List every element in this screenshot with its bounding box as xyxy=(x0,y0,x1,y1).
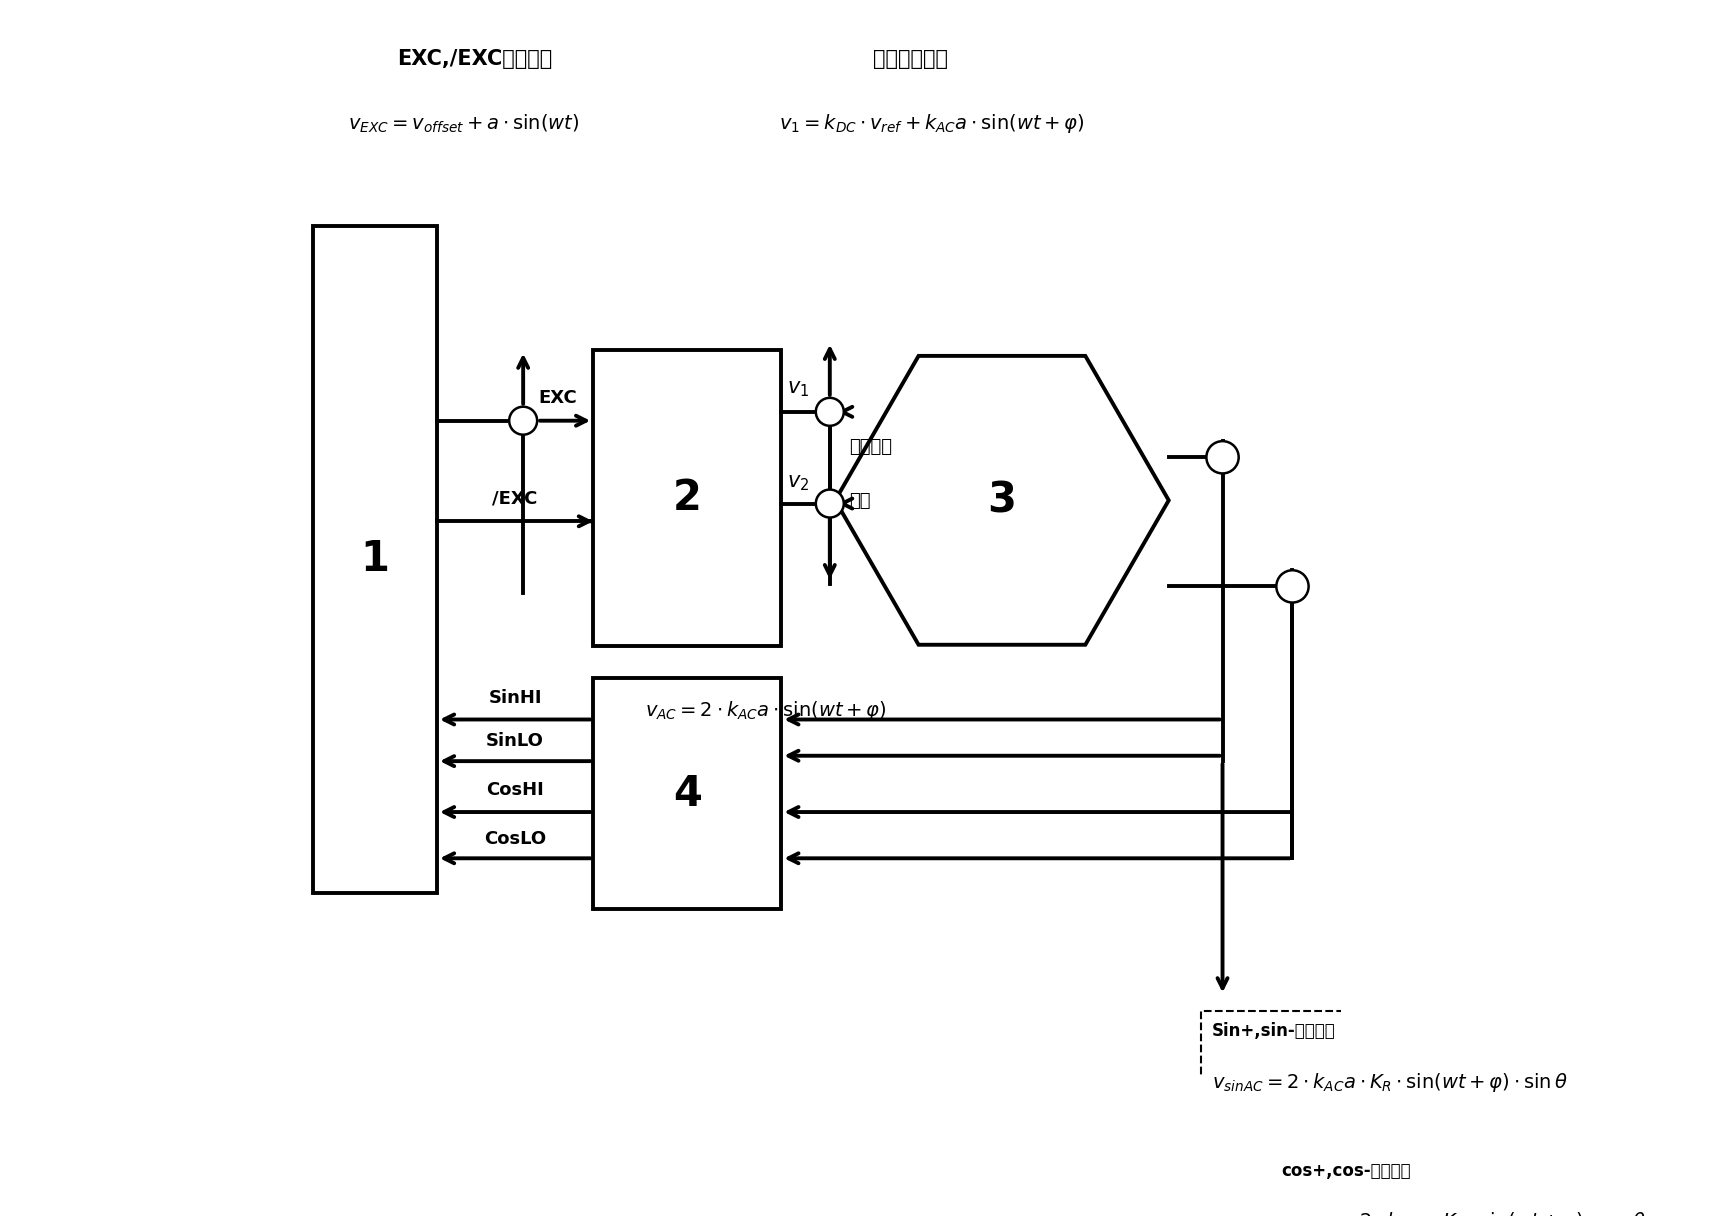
Text: $v_1=k_{DC}\cdot v_{ref}+k_{AC}a\cdot\sin(wt+\varphi)$: $v_1=k_{DC}\cdot v_{ref}+k_{AC}a\cdot\si… xyxy=(779,112,1085,135)
Text: 2: 2 xyxy=(673,477,702,519)
Text: $v_{sinAC}=2\cdot k_{AC}a\cdot K_R\cdot\sin(wt+\varphi)\cdot\sin\theta$: $v_{sinAC}=2\cdot k_{AC}a\cdot K_R\cdot\… xyxy=(1213,1070,1567,1093)
Circle shape xyxy=(1276,570,1309,603)
Text: $v_{cosAC}=2\cdot k_{AC}a\cdot K_R\cdot\sin(wt+\varphi)\cdot\cos\theta$: $v_{cosAC}=2\cdot k_{AC}a\cdot K_R\cdot\… xyxy=(1281,1210,1646,1216)
Text: 4: 4 xyxy=(673,772,702,815)
Text: $v_1$: $v_1$ xyxy=(786,379,808,399)
Circle shape xyxy=(815,398,845,426)
Text: SinHI: SinHI xyxy=(488,688,542,706)
Circle shape xyxy=(815,490,845,518)
Bar xyxy=(1271,1152,1551,1216)
Text: EXC: EXC xyxy=(538,389,578,406)
Text: cos+,cos-差分信号: cos+,cos-差分信号 xyxy=(1281,1162,1412,1180)
Circle shape xyxy=(1206,441,1238,473)
Text: $v_2$: $v_2$ xyxy=(786,473,808,492)
Text: 3: 3 xyxy=(987,479,1017,522)
Text: CosHI: CosHI xyxy=(487,781,544,799)
Text: $v_{EXC}=v_{offset}+a\cdot\sin(wt)$: $v_{EXC}=v_{offset}+a\cdot\sin(wt)$ xyxy=(349,113,580,135)
Text: EXC,/EXC激励信号: EXC,/EXC激励信号 xyxy=(397,49,552,69)
Text: SinLO: SinLO xyxy=(487,732,544,750)
Text: CosLO: CosLO xyxy=(483,829,547,848)
Text: 1: 1 xyxy=(361,539,390,580)
Bar xyxy=(1201,1012,1594,1141)
Circle shape xyxy=(509,406,537,434)
Text: $v_{AC}=2\cdot k_{AC}a\cdot\sin(wt+\varphi)$: $v_{AC}=2\cdot k_{AC}a\cdot\sin(wt+\varp… xyxy=(645,699,886,721)
Text: 单路对地电压: 单路对地电压 xyxy=(874,49,948,69)
Text: 电压: 电压 xyxy=(850,491,870,510)
Polygon shape xyxy=(836,356,1168,644)
Bar xyxy=(313,226,437,893)
Text: /EXC: /EXC xyxy=(492,489,538,507)
Bar xyxy=(593,677,781,910)
Text: Sin+,sin-差分信号: Sin+,sin-差分信号 xyxy=(1213,1023,1335,1040)
Bar xyxy=(593,350,781,646)
Text: 激励差分: 激励差分 xyxy=(850,438,893,456)
